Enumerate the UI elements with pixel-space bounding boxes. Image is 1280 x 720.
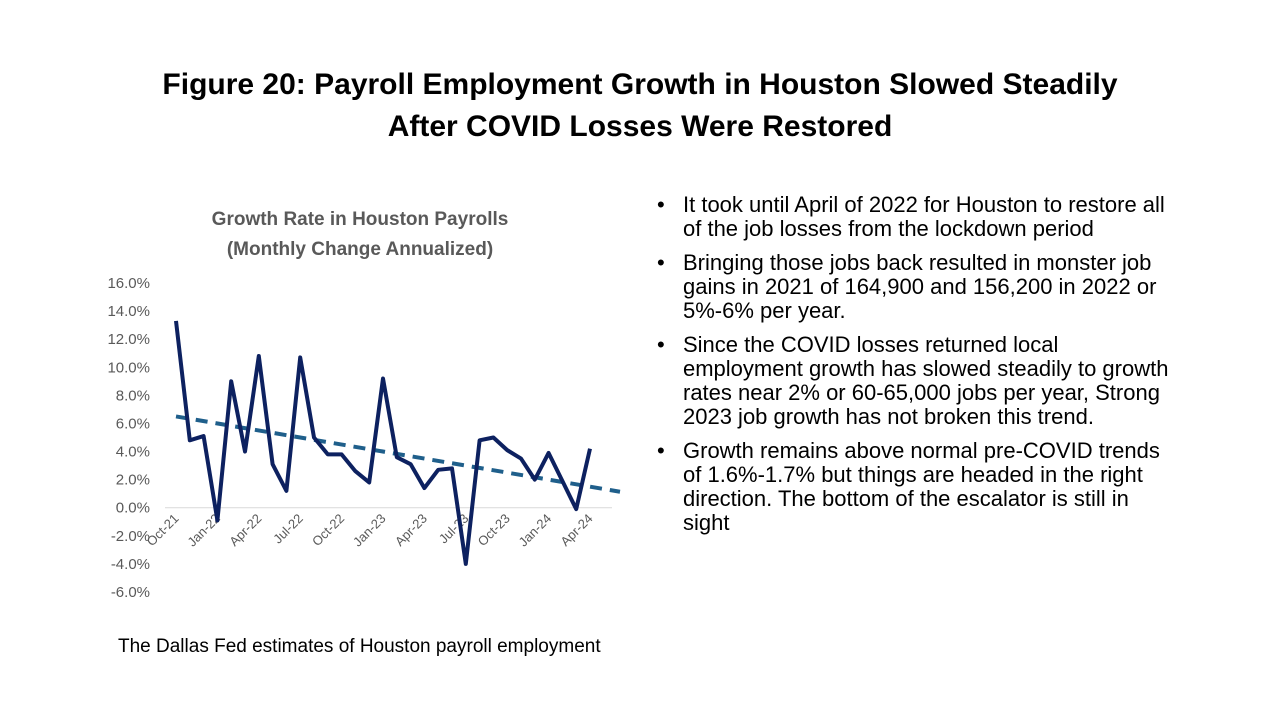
y-tick-label: 8.0% xyxy=(116,387,150,404)
y-tick-label: 4.0% xyxy=(116,444,150,461)
y-tick-label: 0.0% xyxy=(116,500,150,517)
chart-title: Growth Rate in Houston Payrolls xyxy=(212,209,509,230)
chart: Growth Rate in Houston Payrolls (Monthly… xyxy=(107,209,621,601)
x-tick-label: Apr-22 xyxy=(226,511,264,549)
bullet-list: It took until April of 2022 for Houston … xyxy=(655,193,1175,545)
bullet: Bringing those jobs back resulted in mon… xyxy=(655,251,1175,323)
y-tick-label: -4.0% xyxy=(111,556,150,573)
x-tick-label: Jan-23 xyxy=(350,511,389,550)
x-tick-label: Jul-22 xyxy=(270,511,306,547)
bullet: It took until April of 2022 for Houston … xyxy=(655,193,1175,241)
y-tick-label: -2.0% xyxy=(111,528,150,545)
y-tick-label: -6.0% xyxy=(111,584,150,601)
x-tick-label: Jul-23 xyxy=(436,511,472,547)
data-line xyxy=(174,320,592,566)
x-tick-label: Apr-24 xyxy=(557,511,595,549)
slide-title: Figure 20: Payroll Employment Growth in … xyxy=(162,68,1118,101)
y-tick-label: 12.0% xyxy=(107,331,150,348)
y-tick-label: 10.0% xyxy=(107,359,150,376)
bullet: Growth remains above normal pre-COVID tr… xyxy=(655,439,1175,535)
x-tick-label: Apr-23 xyxy=(392,511,430,549)
x-tick-label: Jan-24 xyxy=(516,511,555,550)
x-tick-label: Oct-23 xyxy=(475,511,513,549)
footnote: The Dallas Fed estimates of Houston payr… xyxy=(118,636,601,657)
slide-title: After COVID Losses Were Restored xyxy=(387,110,893,143)
y-tick-label: 16.0% xyxy=(107,275,150,292)
y-tick-label: 2.0% xyxy=(116,472,150,489)
y-tick-label: 14.0% xyxy=(107,303,150,320)
chart-title: (Monthly Change Annualized) xyxy=(227,239,493,260)
y-tick-label: 6.0% xyxy=(116,415,150,432)
x-tick-label: Oct-22 xyxy=(309,511,347,549)
bullet: Since the COVID losses returned local em… xyxy=(655,333,1175,429)
